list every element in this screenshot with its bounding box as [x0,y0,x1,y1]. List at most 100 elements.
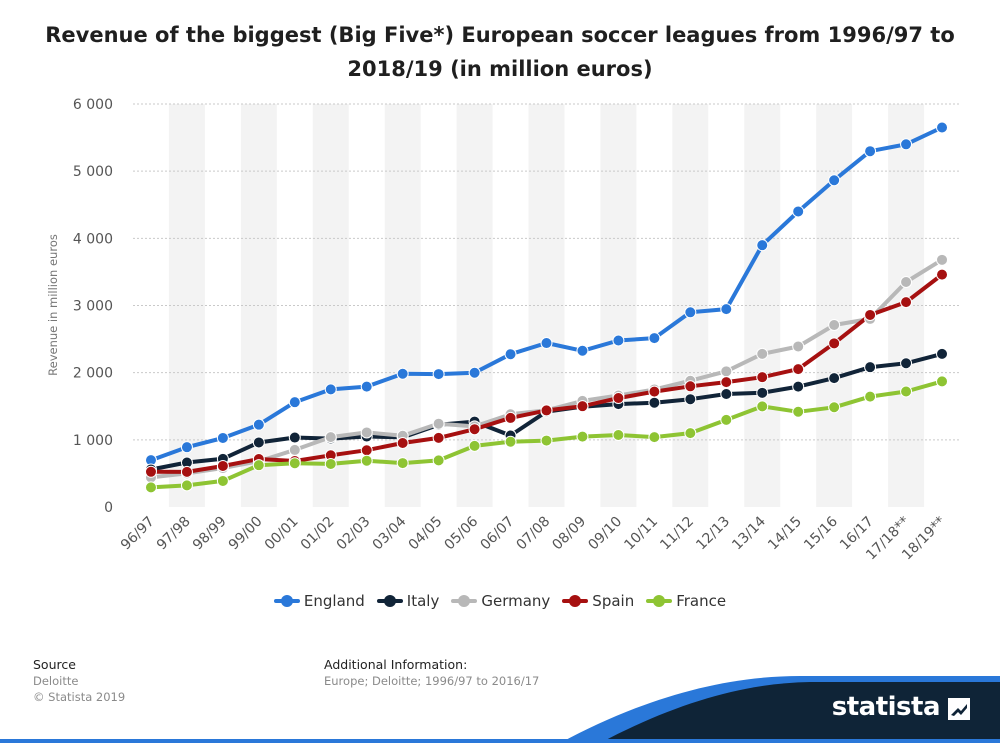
data-point-france [216,474,229,487]
legend-item-italy[interactable]: Italy [376,592,440,610]
data-point-england [504,348,517,361]
legend-marker [646,594,673,608]
data-point-spain [684,380,697,393]
data-point-england [468,366,481,379]
additional-info-heading: Additional Information: [324,657,468,672]
data-point-spain [900,296,913,309]
data-point-italy [252,436,265,449]
data-point-france [288,457,301,470]
data-point-france [756,400,769,413]
data-point-germany [900,275,913,288]
data-point-england [216,431,229,444]
legend-item-germany[interactable]: Germany [451,592,550,610]
data-point-france [360,454,373,467]
data-point-france [180,479,193,492]
data-point-england [288,396,301,409]
data-point-france [252,459,265,472]
legend-marker [451,594,478,608]
data-point-england [720,303,733,316]
legend-label: Spain [592,592,635,610]
legend-marker [273,594,300,608]
data-point-spain [144,465,157,478]
legend-item-spain[interactable]: Spain [562,592,634,610]
additional-info-block: Additional Information: Europe; Deloitte… [324,657,539,689]
legend-item-england[interactable]: England [273,592,365,610]
data-point-england [900,138,913,151]
data-point-italy [756,386,769,399]
y-tick-label: 5 000 [73,164,113,180]
data-point-spain [720,376,733,389]
data-point-england [180,441,193,454]
y-tick-label: 3 000 [73,299,113,315]
data-point-france [720,413,733,426]
data-point-england [612,334,625,347]
data-point-italy [720,388,733,401]
source-heading: Source [33,657,76,672]
data-point-germany [432,417,445,430]
legend-label: France [676,592,727,610]
data-point-england [324,383,337,396]
data-point-germany [324,431,337,444]
data-point-france [432,454,445,467]
y-axis-label: Revenue in million euros [46,234,60,376]
legend-label: England [303,592,365,610]
data-point-spain [648,385,661,398]
y-tick-label: 1 000 [73,433,113,449]
data-point-spain [936,268,949,281]
data-point-spain [396,436,409,449]
y-tick-label: 2 000 [73,366,113,382]
data-point-spain [216,459,229,472]
statista-logo-icon[interactable] [948,698,970,720]
data-point-england [756,239,769,252]
data-point-france [792,405,805,418]
data-point-germany [936,253,949,266]
data-point-france [468,439,481,452]
brand-bottom-stripe [0,739,1000,743]
data-point-italy [288,431,301,444]
chart-title: Revenue of the biggest (Big Five*) Europ… [20,18,980,86]
data-point-france [828,401,841,414]
legend-item-france[interactable]: France [646,592,726,610]
data-point-england [360,380,373,393]
data-point-england [648,332,661,345]
legend-label: Germany [481,592,551,610]
data-point-italy [684,393,697,406]
y-tick-label: 6 000 [73,97,113,113]
source-name: Deloitte [33,674,79,688]
legend-marker [376,594,403,608]
data-point-spain [612,392,625,405]
data-point-france [648,431,661,444]
statista-logo-text[interactable]: statista [831,692,941,722]
data-point-spain [468,423,481,436]
data-point-spain [576,400,589,413]
data-point-england [828,174,841,187]
data-point-england [432,368,445,381]
data-point-germany [792,340,805,353]
chart-title-line-2: 2018/19 (in million euros) [347,57,653,81]
data-point-spain [180,465,193,478]
data-point-italy [936,347,949,360]
data-point-france [936,375,949,388]
y-tick-label: 4 000 [73,231,113,247]
data-point-spain [792,363,805,376]
data-point-england [396,367,409,380]
data-point-england [576,344,589,357]
data-point-italy [864,361,877,374]
source-block: Source Deloitte © Statista 2019 [33,657,125,705]
y-tick-label: 0 [104,500,113,516]
data-point-italy [828,372,841,385]
chart-title-line-1: Revenue of the biggest (Big Five*) Europ… [45,23,955,47]
legend-marker [562,594,589,608]
data-point-france [612,428,625,441]
copyright-notice: © Statista 2019 [33,690,126,704]
data-point-england [252,418,265,431]
legend-label: Italy [406,592,440,610]
data-point-france [504,435,517,448]
data-point-france [540,434,553,447]
data-point-france [144,481,157,494]
data-point-england [864,145,877,158]
data-point-germany [360,426,373,439]
data-point-spain [756,371,769,384]
